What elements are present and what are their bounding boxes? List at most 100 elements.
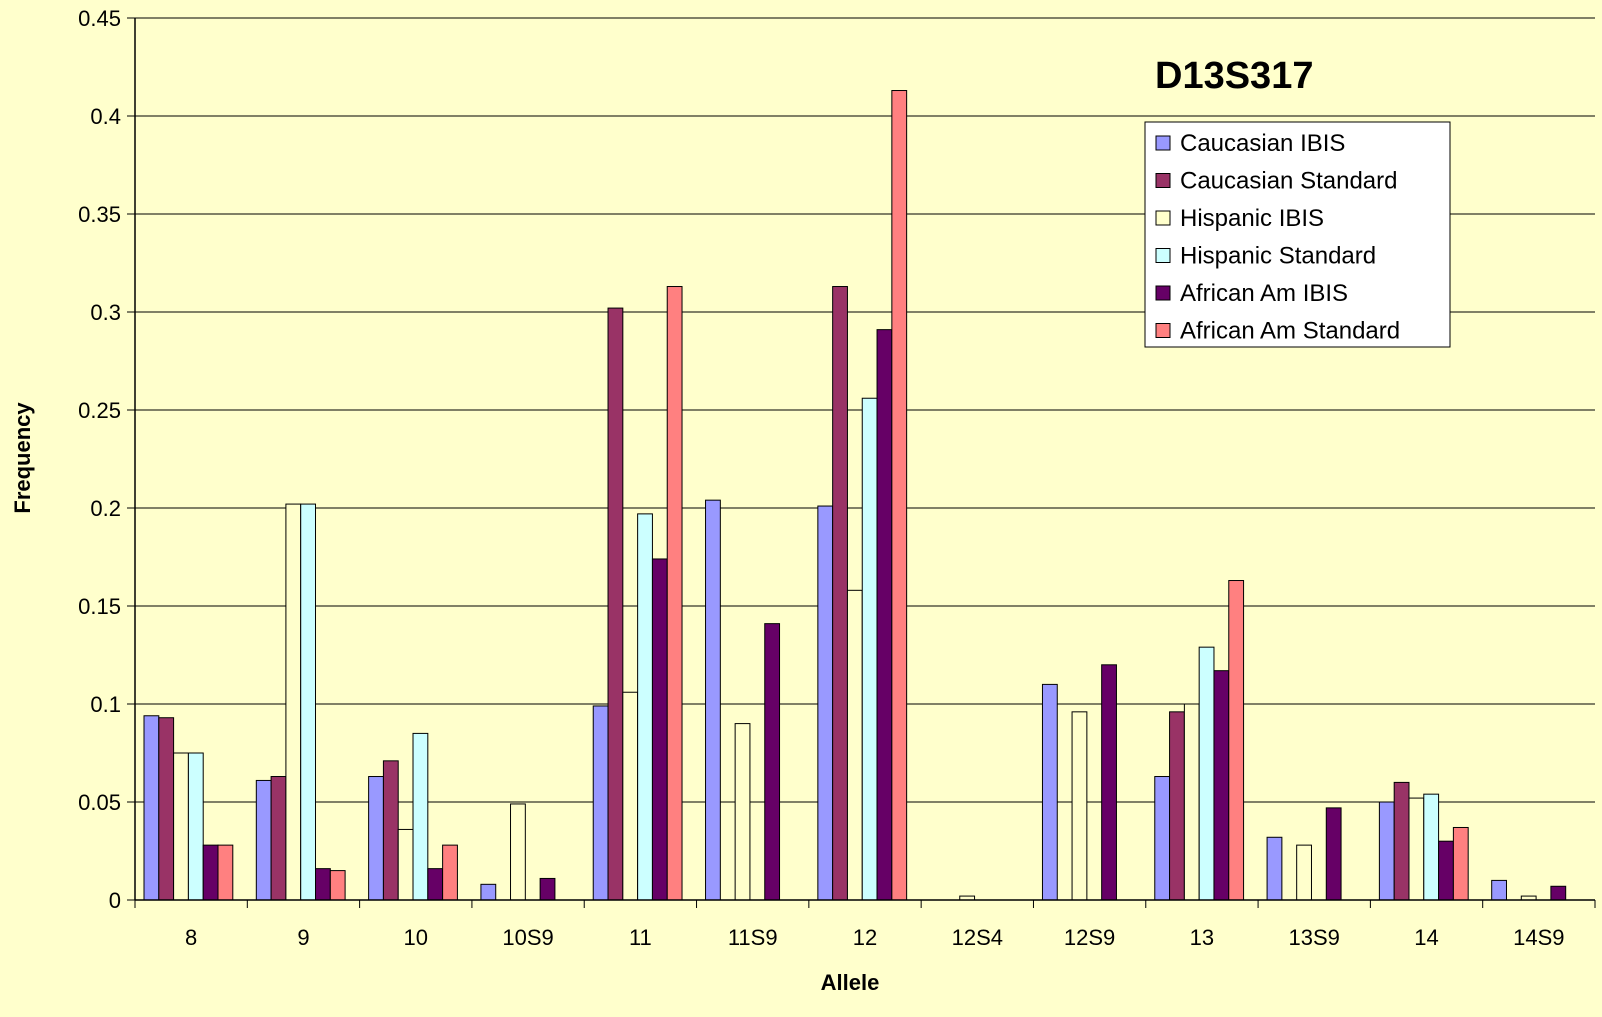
bar	[427, 868, 444, 901]
bar	[329, 870, 346, 901]
bar	[510, 803, 526, 901]
bar	[1154, 776, 1171, 901]
y-tick-label: 0.1	[90, 692, 121, 717]
bar	[861, 397, 878, 901]
x-tick-label: 10S9	[502, 925, 553, 950]
legend-swatch	[1155, 210, 1171, 226]
y-tick-label: 0.2	[90, 496, 121, 521]
bar	[832, 286, 848, 901]
y-tick-label: 0.25	[78, 398, 121, 423]
x-axis-title: Allele	[821, 970, 880, 995]
bar	[539, 877, 556, 901]
bar	[734, 723, 751, 901]
y-tick-label: 0.35	[78, 202, 121, 227]
bar	[187, 752, 204, 901]
y-tick-labels: 0 0.05 0.1 0.15 0.2 0.25 0.3 0.35 0.4 0.45	[78, 6, 121, 913]
bar	[1228, 580, 1245, 901]
legend-label: Caucasian IBIS	[1180, 130, 1345, 157]
bar	[1266, 836, 1283, 901]
bar	[1550, 885, 1567, 901]
bar	[1213, 670, 1230, 901]
bar	[1071, 711, 1088, 901]
bar	[1408, 797, 1425, 901]
legend-label: Hispanic IBIS	[1180, 205, 1324, 232]
bar	[764, 623, 781, 901]
bar	[382, 760, 399, 901]
legend-label: Caucasian Standard	[1180, 168, 1397, 195]
bar	[442, 844, 458, 901]
legend-swatch	[1155, 285, 1171, 301]
bar	[480, 883, 497, 901]
x-tick-label: 12	[853, 925, 877, 950]
bar	[846, 589, 863, 901]
bar	[217, 844, 234, 901]
bar	[158, 717, 175, 901]
bar	[1169, 711, 1185, 901]
bar	[1393, 781, 1410, 901]
legend-swatch	[1155, 135, 1171, 151]
bar	[666, 286, 683, 901]
bar	[637, 513, 653, 901]
legend-label: Hispanic Standard	[1180, 243, 1376, 270]
x-tick-label: 12S4	[952, 925, 1003, 950]
y-axis-title: Frequency	[10, 402, 35, 514]
bar	[412, 732, 429, 901]
y-tick-label: 0	[109, 888, 121, 913]
legend-swatch	[1155, 173, 1171, 188]
x-tick-label: 12S9	[1064, 925, 1115, 950]
bar	[1325, 807, 1342, 901]
bar	[1041, 683, 1058, 901]
x-tick-label: 8	[185, 925, 197, 950]
chart-title: D13S317	[1155, 55, 1313, 97]
y-tick-label: 0.3	[90, 300, 121, 325]
legend-box	[1144, 121, 1451, 348]
bar	[397, 828, 414, 901]
x-tick-label: 14	[1414, 925, 1438, 950]
y-tick-label: 0.4	[90, 104, 121, 129]
bar	[1491, 879, 1507, 901]
bar	[622, 691, 639, 901]
x-tick-label: 11S9	[728, 925, 778, 950]
bar	[891, 90, 908, 901]
y-tick-label: 0.45	[78, 6, 121, 31]
bar	[173, 752, 189, 901]
bar	[607, 307, 624, 901]
y-tick-label: 0.15	[78, 594, 121, 619]
bar	[1183, 703, 1200, 901]
legend: Caucasian IBIS Caucasian Standard Hispanic…	[1144, 121, 1451, 348]
bar	[1452, 826, 1469, 901]
axes	[127, 17, 1596, 908]
y-tick-label: 0.05	[78, 790, 121, 815]
bar	[1101, 664, 1117, 901]
legend-label: African Am Standard	[1180, 318, 1400, 345]
bar	[255, 779, 272, 901]
bar	[651, 558, 668, 901]
bar	[270, 776, 287, 901]
bar	[143, 715, 160, 901]
bar	[300, 503, 317, 901]
x-tick-label: 13S9	[1289, 925, 1340, 950]
x-tick-label: 10	[404, 925, 428, 950]
bar	[1378, 801, 1395, 901]
x-tick-label: 13	[1190, 925, 1214, 950]
x-tick-label: 14S9	[1513, 925, 1564, 950]
x-tick-labels: 8 9 10 10S9 11 11S9 12 12S4 12S9 13 13S9 14 14S9	[185, 925, 1565, 950]
bar	[876, 329, 893, 901]
bar	[1438, 840, 1454, 901]
bar	[592, 705, 609, 901]
bar	[1296, 844, 1312, 901]
bar	[1423, 793, 1440, 901]
bar	[285, 503, 302, 901]
bar	[1198, 646, 1215, 901]
bar	[705, 499, 721, 901]
x-tick-label: 11	[629, 925, 652, 950]
x-tick-label: 9	[297, 925, 309, 950]
legend-label: African Am IBIS	[1180, 280, 1348, 307]
bar	[315, 868, 331, 901]
bar	[368, 776, 384, 901]
legend-swatch	[1155, 323, 1171, 338]
bar	[817, 505, 834, 901]
bar	[202, 844, 219, 901]
legend-swatch	[1155, 248, 1171, 263]
